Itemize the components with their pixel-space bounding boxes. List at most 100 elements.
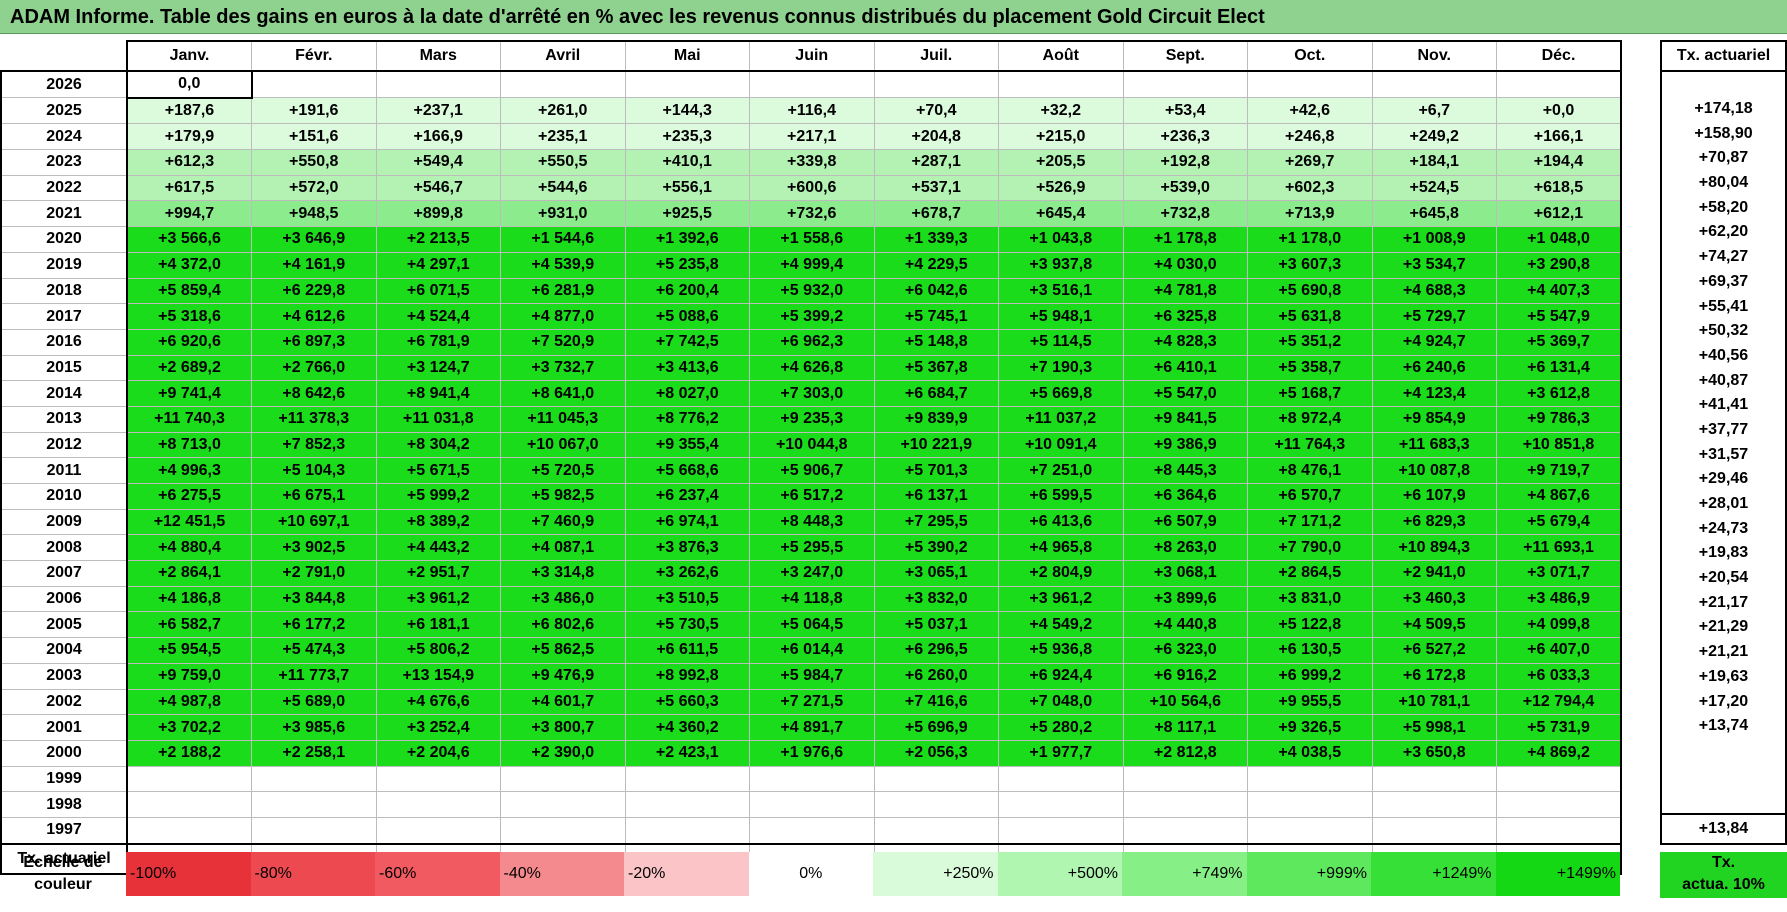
value-cell: +3 985,6 <box>251 714 377 741</box>
value-cell: +7 048,0 <box>998 688 1124 716</box>
value-cell <box>375 791 501 818</box>
value-cell: +5 862,5 <box>500 637 626 664</box>
value-cell: +617,5 <box>126 174 252 202</box>
year-cell: 2013 <box>0 405 128 433</box>
value-cell: +5 998,1 <box>1371 714 1497 741</box>
value-cell: +5 982,5 <box>500 483 626 510</box>
year-cell: 2017 <box>0 303 128 330</box>
value-cell: +5 679,4 <box>1496 508 1622 536</box>
value-cell: +6 962,3 <box>749 328 875 356</box>
value-cell: +3 486,0 <box>500 585 626 613</box>
table-row: 1998 <box>0 791 1622 818</box>
value-cell: +948,5 <box>251 200 377 228</box>
value-cell <box>375 70 501 99</box>
value-cell: +7 852,3 <box>251 431 377 459</box>
value-cell: +4 996,3 <box>126 457 252 484</box>
value-cell <box>873 791 999 818</box>
tx-actuariel-cell <box>1660 71 1787 97</box>
value-cell: +1 178,0 <box>1247 226 1373 253</box>
value-cell: +9 719,7 <box>1496 457 1622 484</box>
value-cell <box>749 791 875 818</box>
value-cell: +2 204,6 <box>375 739 501 767</box>
value-cell: +5 367,8 <box>873 354 999 382</box>
value-cell: +5 730,5 <box>624 611 750 639</box>
value-cell: +6 275,5 <box>126 483 252 510</box>
value-cell: +205,5 <box>998 149 1124 176</box>
value-cell: +3 800,7 <box>500 714 626 741</box>
value-cell: +3 831,0 <box>1247 585 1373 613</box>
value-cell <box>1371 765 1497 793</box>
value-cell <box>998 816 1124 845</box>
value-cell: +8 941,4 <box>375 380 501 407</box>
value-cell: +6 924,4 <box>998 662 1124 690</box>
value-cell: +600,6 <box>749 174 875 202</box>
table-row: 2008 +4 880,4 +3 902,5 +4 443,2 +4 087,1 +3 8… <box>0 534 1622 562</box>
scale-cell: 0% <box>748 852 873 896</box>
value-cell: +4 372,0 <box>126 251 252 279</box>
month-header: Mai <box>624 40 750 72</box>
value-cell: +4 612,6 <box>251 303 377 330</box>
value-cell: +5 936,8 <box>998 637 1124 664</box>
value-cell: +1 178,8 <box>1122 226 1248 253</box>
value-cell <box>749 765 875 793</box>
value-cell: +3 534,7 <box>1371 251 1497 279</box>
value-cell: +6 413,6 <box>998 508 1124 536</box>
tx-actuariel-cell <box>1660 763 1787 788</box>
value-cell: +3 876,3 <box>624 534 750 562</box>
value-cell <box>1247 816 1373 845</box>
scale-cell: -20% <box>624 852 749 896</box>
value-cell: +6 172,8 <box>1371 662 1497 690</box>
value-cell: +410,1 <box>624 149 750 176</box>
value-cell: +6 177,2 <box>251 611 377 639</box>
year-cell: 2005 <box>0 611 128 639</box>
value-cell: +3 937,8 <box>998 251 1124 279</box>
year-cell: 2010 <box>0 483 128 510</box>
tx-actuariel-cell: +50,32 <box>1660 318 1787 344</box>
value-cell: +9 476,9 <box>500 662 626 690</box>
value-cell: +4 440,8 <box>1122 611 1248 639</box>
value-cell <box>500 791 626 818</box>
value-cell: +8 263,0 <box>1122 534 1248 562</box>
value-cell: +8 992,8 <box>624 662 750 690</box>
year-cell: 2018 <box>0 277 128 305</box>
color-scale-cells: -100% -80% -60% -40% -20% 0% +250% +500% +749% +9… <box>126 848 1620 900</box>
value-cell: +6 684,7 <box>873 380 999 407</box>
value-cell: +3 314,8 <box>500 560 626 587</box>
value-cell <box>998 70 1124 99</box>
value-cell: +3 413,6 <box>624 354 750 382</box>
value-cell: +5 954,5 <box>126 637 252 664</box>
value-cell: +5 701,3 <box>873 457 999 484</box>
value-cell <box>624 791 750 818</box>
value-cell: +5 104,3 <box>251 457 377 484</box>
tx-actuariel-cell: +31,57 <box>1660 442 1787 467</box>
value-cell: +4 186,8 <box>126 585 252 613</box>
value-cell: +526,9 <box>998 174 1124 202</box>
footer-tx: +13,84 <box>1660 812 1787 845</box>
value-cell: +5 295,5 <box>749 534 875 562</box>
table-row: 2007 +2 864,1 +2 791,0 +2 951,7 +3 314,8 +3 2… <box>0 560 1622 587</box>
value-cell: +645,4 <box>998 200 1124 228</box>
value-cell <box>251 791 377 818</box>
value-cell: +5 984,7 <box>749 662 875 690</box>
value-cell: +10 044,8 <box>749 431 875 459</box>
value-cell: +269,7 <box>1247 149 1373 176</box>
value-cell <box>1371 791 1497 818</box>
table-row: 2018 +5 859,4 +6 229,8 +6 071,5 +6 281,9 +6 2… <box>0 277 1622 305</box>
value-cell <box>1496 70 1622 99</box>
value-cell: +645,8 <box>1371 200 1497 228</box>
value-cell <box>749 816 875 845</box>
year-cell: 1999 <box>0 765 128 793</box>
value-cell: +6 240,6 <box>1371 354 1497 382</box>
value-cell: +10 564,6 <box>1122 688 1248 716</box>
value-cell: +5 114,5 <box>998 328 1124 356</box>
value-cell: +5 689,0 <box>251 688 377 716</box>
table-row: 1999 <box>0 765 1622 793</box>
value-cell: +4 123,4 <box>1371 380 1497 407</box>
value-cell: +10 091,4 <box>998 431 1124 459</box>
value-cell: +6,7 <box>1371 97 1497 125</box>
value-cell: +713,9 <box>1247 200 1373 228</box>
value-cell: +6 527,2 <box>1371 637 1497 664</box>
value-cell: +1 048,0 <box>1496 226 1622 253</box>
value-cell: +4 965,8 <box>998 534 1124 562</box>
gains-table: Janv. Févr. Mars Avril Mai Juin Juil. Août Sept.… <box>0 40 1622 875</box>
